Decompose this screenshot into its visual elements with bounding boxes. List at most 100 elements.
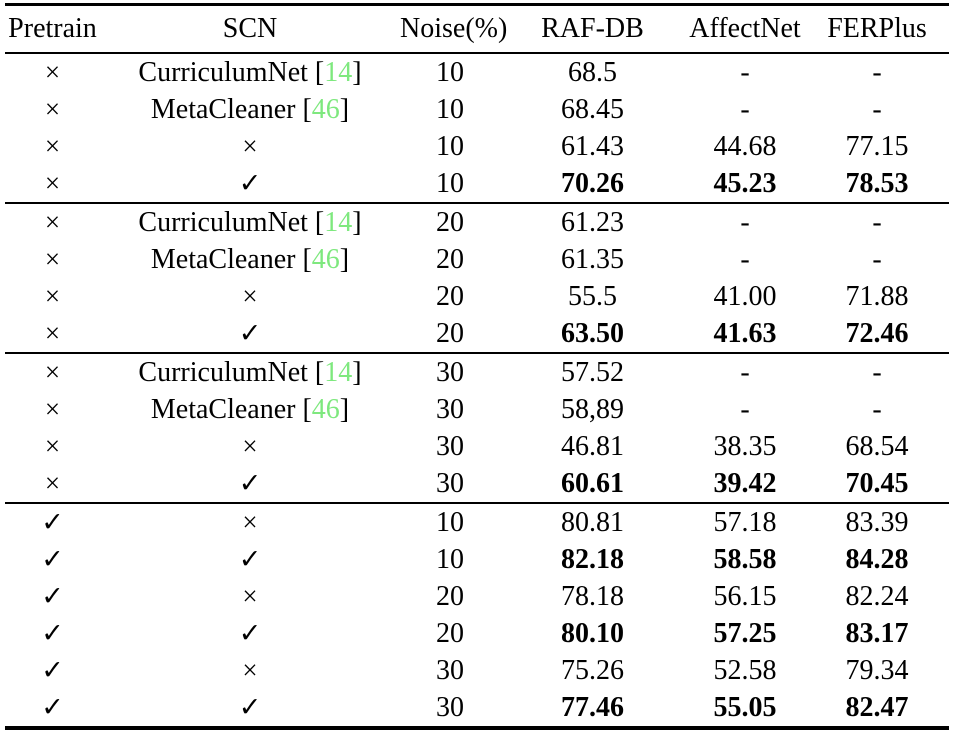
scn-cell: ✓: [238, 544, 262, 574]
noise-value: 30: [436, 356, 464, 388]
citation-link[interactable]: 14: [324, 56, 353, 88]
citation-link[interactable]: 46: [311, 93, 340, 125]
col-header-scn: SCN: [100, 4, 400, 54]
affectnet-value: 57.25: [713, 617, 777, 649]
pretrain-mark: ×: [44, 57, 61, 87]
table-row: ✓ × 10 80.81 57.18 83.39: [5, 503, 949, 541]
table-row: ✓ × 20 78.18 56.15 82.24: [5, 578, 949, 615]
scn-cell: ×: [242, 131, 258, 161]
pretrain-mark: ×: [44, 131, 61, 161]
rafdb-value: 80.10: [561, 617, 624, 649]
col-header-noise: Noise(%): [400, 4, 507, 54]
pretrain-mark: ×: [44, 168, 61, 198]
col-header-rafdb: RAF-DB: [500, 4, 685, 54]
pretrain-mark: ×: [44, 244, 61, 274]
citation-link[interactable]: 14: [324, 356, 353, 388]
ferplus-value: -: [872, 243, 882, 275]
col-header-pretrain: Pretrain: [5, 4, 100, 54]
rafdb-value: 61.43: [561, 130, 624, 162]
affectnet-value: 58.58: [713, 543, 777, 575]
affectnet-value: -: [740, 393, 750, 425]
pretrain-mark: ×: [44, 394, 61, 424]
table-header-row: Pretrain SCN Noise(%) RAF-DB AffectNet F…: [5, 4, 949, 54]
pretrain-mark: ×: [44, 357, 61, 387]
scn-cell: CurriculumNet [14]: [100, 353, 400, 391]
noise-value: 20: [436, 580, 464, 612]
scn-cell: ×: [242, 581, 258, 611]
citation-bracket: ]: [352, 206, 362, 238]
ferplus-value: 77.15: [845, 130, 909, 162]
affectnet-value: 39.42: [713, 467, 777, 499]
scn-cell: ✓: [238, 468, 262, 498]
citation-link[interactable]: 46: [311, 243, 340, 275]
scn-cell: ✓: [238, 692, 262, 722]
results-table: Pretrain SCN Noise(%) RAF-DB AffectNet F…: [5, 3, 949, 730]
citation-link[interactable]: 14: [324, 206, 353, 238]
ferplus-value: 83.17: [845, 617, 909, 649]
scn-method-name: MetaCleaner [: [150, 93, 312, 125]
ferplus-value: 70.45: [845, 467, 909, 499]
affectnet-value: 52.58: [713, 654, 777, 686]
scn-cell: ×: [242, 655, 258, 685]
noise-value: 20: [436, 206, 464, 238]
ferplus-value: -: [872, 393, 882, 425]
table-row: × CurriculumNet [14] 20 61.23 - -: [5, 203, 949, 241]
ferplus-value: -: [872, 356, 882, 388]
rafdb-value: 70.26: [561, 167, 624, 199]
rafdb-value: 61.23: [561, 206, 624, 238]
rafdb-value: 78.18: [561, 580, 624, 612]
affectnet-value: 56.15: [713, 580, 777, 612]
pretrain-mark: ✓: [41, 507, 64, 537]
table-row: × ✓ 10 70.26 45.23 78.53: [5, 165, 949, 203]
pretrain-mark: ×: [44, 281, 61, 311]
scn-cell: MetaCleaner [46]: [100, 391, 400, 428]
noise-value: 20: [436, 617, 464, 649]
table-row: ✓ ✓ 30 77.46 55.05 82.47: [5, 689, 949, 728]
pretrain-mark: ×: [44, 207, 61, 237]
ferplus-value: 72.46: [845, 317, 909, 349]
rafdb-value: 61.35: [561, 243, 624, 275]
col-header-ferplus: FERPlus: [805, 4, 949, 54]
rafdb-value: 60.61: [561, 467, 624, 499]
ferplus-value: -: [872, 206, 882, 238]
scn-method-name: MetaCleaner [: [150, 243, 312, 275]
scn-method-name: CurriculumNet [: [138, 56, 325, 88]
ferplus-value: -: [872, 93, 882, 125]
table-row: ✓ ✓ 20 80.10 57.25 83.17: [5, 615, 949, 652]
pretrain-mark: ✓: [41, 581, 64, 611]
noise-value: 10: [436, 506, 464, 538]
citation-link[interactable]: 46: [311, 393, 340, 425]
citation-bracket: ]: [339, 393, 350, 425]
row-group-4: ✓ × 10 80.81 57.18 83.39 ✓ ✓ 10 82.18 58.58 84.28 ✓ ×…: [5, 503, 949, 728]
citation-bracket: ]: [352, 56, 362, 88]
row-group-3: × CurriculumNet [14] 30 57.52- - × MetaCleaner…: [5, 353, 949, 503]
affectnet-value: -: [740, 93, 750, 125]
row-group-2: × CurriculumNet [14] 20 61.23- - × MetaCleaner…: [5, 203, 949, 353]
noise-value: 10: [436, 93, 464, 125]
noise-value: 20: [436, 280, 464, 312]
ferplus-value: 71.88: [845, 280, 909, 312]
noise-value: 20: [436, 317, 464, 349]
ferplus-value: 83.39: [845, 506, 909, 538]
citation-bracket: ]: [339, 93, 350, 125]
rafdb-value: 80.81: [561, 506, 624, 538]
noise-value: 10: [436, 130, 464, 162]
pretrain-mark: ✓: [41, 655, 64, 685]
pretrain-mark: ×: [44, 94, 61, 124]
noise-value: 30: [436, 393, 464, 425]
pretrain-mark: ×: [44, 318, 61, 348]
scn-method-name: CurriculumNet [: [138, 356, 325, 388]
rafdb-value: 55.5: [568, 280, 617, 312]
affectnet-value: 44.68: [713, 130, 777, 162]
ferplus-value: -: [872, 56, 882, 88]
table-row: × CurriculumNet [14] 30 57.52 - -: [5, 353, 949, 391]
table-row: ✓ ✓ 10 82.18 58.58 84.28: [5, 541, 949, 578]
col-header-affectnet: AffectNet: [685, 4, 805, 54]
pretrain-mark: ✓: [41, 544, 64, 574]
table-row: × MetaCleaner [46] 30 58,89 - -: [5, 391, 949, 428]
affectnet-value: 41.00: [713, 280, 777, 312]
rafdb-value: 63.50: [561, 317, 624, 349]
pretrain-mark: ✓: [41, 618, 64, 648]
scn-cell: ✓: [238, 318, 262, 348]
table-row: × MetaCleaner [46] 10 68.45 - -: [5, 91, 949, 128]
